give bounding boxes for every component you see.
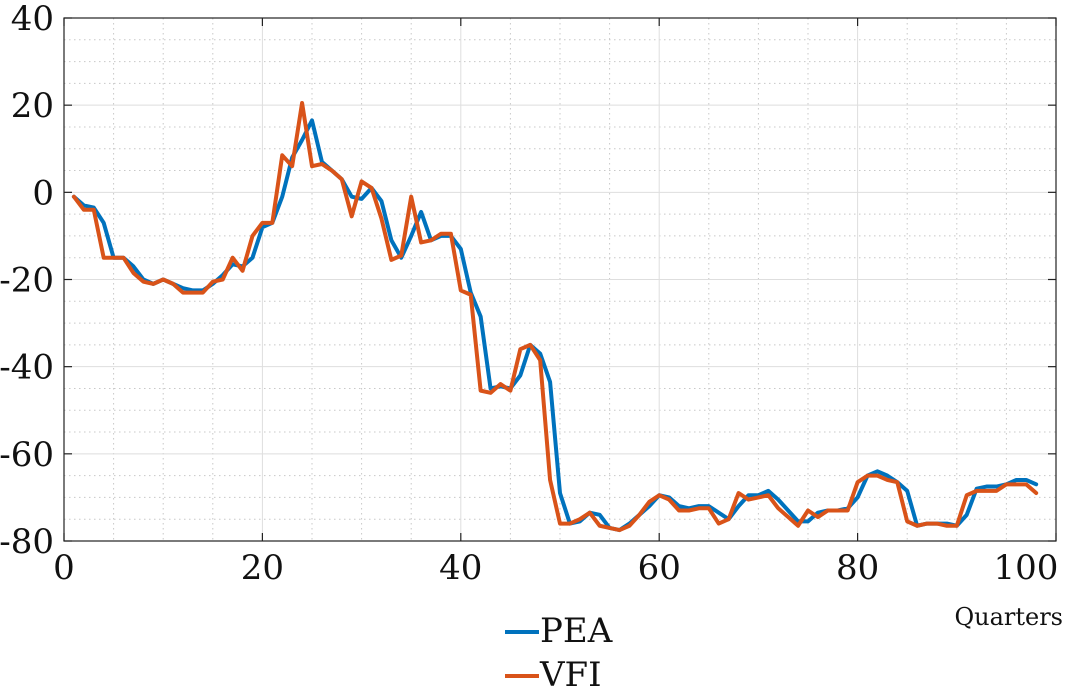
y-tick-labels: 40 20 0 -20 -40 -60 -80 [0, 0, 54, 562]
series-line-pea [71, 118, 1039, 533]
tick-marks [63, 17, 1057, 542]
x-tick-label: 20 [241, 548, 284, 588]
y-tick-label: -60 [0, 435, 54, 475]
legend: PEA VFI [505, 611, 613, 687]
x-tick-label: 100 [994, 548, 1059, 588]
series-layer [71, 100, 1039, 533]
y-tick-label: 0 [32, 173, 54, 213]
x-tick-label: 80 [836, 548, 879, 588]
y-tick-label: -40 [0, 348, 54, 388]
x-axis-label: Quarters [954, 603, 1063, 631]
y-tick-label: -80 [0, 522, 54, 562]
y-tick-label: 20 [11, 86, 54, 126]
x-tick-label: 60 [638, 548, 681, 588]
x-tick-label: 0 [53, 548, 75, 588]
series-line-vfi [71, 100, 1039, 533]
legend-label-vfi: VFI [539, 655, 602, 687]
x-tick-label: 40 [439, 548, 482, 588]
y-tick-label: -20 [0, 261, 54, 301]
x-tick-labels: 0 20 40 60 80 100 [53, 548, 1058, 588]
legend-label-pea: PEA [540, 611, 613, 651]
y-tick-label: 40 [11, 0, 54, 39]
